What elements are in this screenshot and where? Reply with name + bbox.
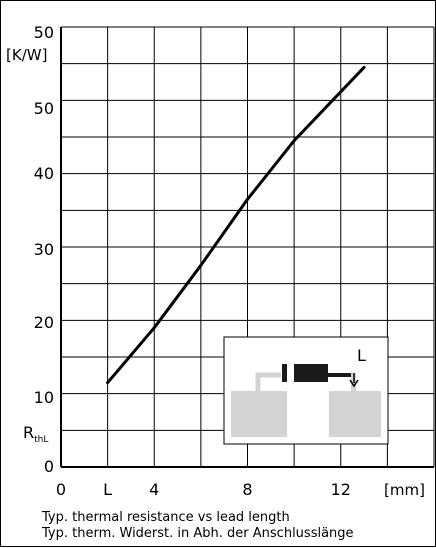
x-tick-label: 4 bbox=[149, 480, 159, 499]
x-tick-label: 8 bbox=[242, 480, 252, 499]
x-tick-label: 0 bbox=[56, 480, 66, 499]
y-axis-label-sub: thL bbox=[34, 435, 48, 445]
y-tick-label: 50 bbox=[34, 99, 54, 118]
x-tick-label: 12 bbox=[331, 480, 351, 499]
inset-arrow-head bbox=[349, 379, 359, 388]
x-tick-labels: 0 L 4 8 12 bbox=[56, 480, 351, 499]
y-tick-label: 20 bbox=[34, 313, 54, 332]
y-axis-label: RthL bbox=[23, 423, 48, 445]
y-tick-labels: 50 50 40 30 20 10 0 bbox=[34, 23, 54, 476]
x-unit-label: [mm] bbox=[384, 481, 425, 499]
lead-length-inset: L bbox=[223, 336, 389, 445]
inset-right-lead-top bbox=[328, 373, 354, 377]
data-line-series bbox=[106, 65, 366, 385]
y-unit-label: [K/W] bbox=[6, 46, 47, 64]
x-tick-label: L bbox=[103, 480, 112, 499]
y-tick-label: 50 bbox=[34, 23, 54, 42]
caption-german: Typ. therm. Widerst. in Abh. der Anschlu… bbox=[42, 526, 354, 541]
y-tick-label: 10 bbox=[34, 388, 54, 407]
inset-diode-band bbox=[287, 364, 294, 382]
y-tick-label: 30 bbox=[34, 240, 54, 259]
inset-right-lead bbox=[351, 373, 356, 421]
inset-length-label: L bbox=[357, 346, 366, 365]
inset-left-lead bbox=[255, 372, 281, 421]
y-tick-label: 0 bbox=[44, 457, 54, 476]
y-tick-label: 40 bbox=[34, 164, 54, 183]
y-axis-label-main: R bbox=[23, 423, 34, 442]
caption-english: Typ. thermal resistance vs lead length bbox=[42, 510, 290, 525]
